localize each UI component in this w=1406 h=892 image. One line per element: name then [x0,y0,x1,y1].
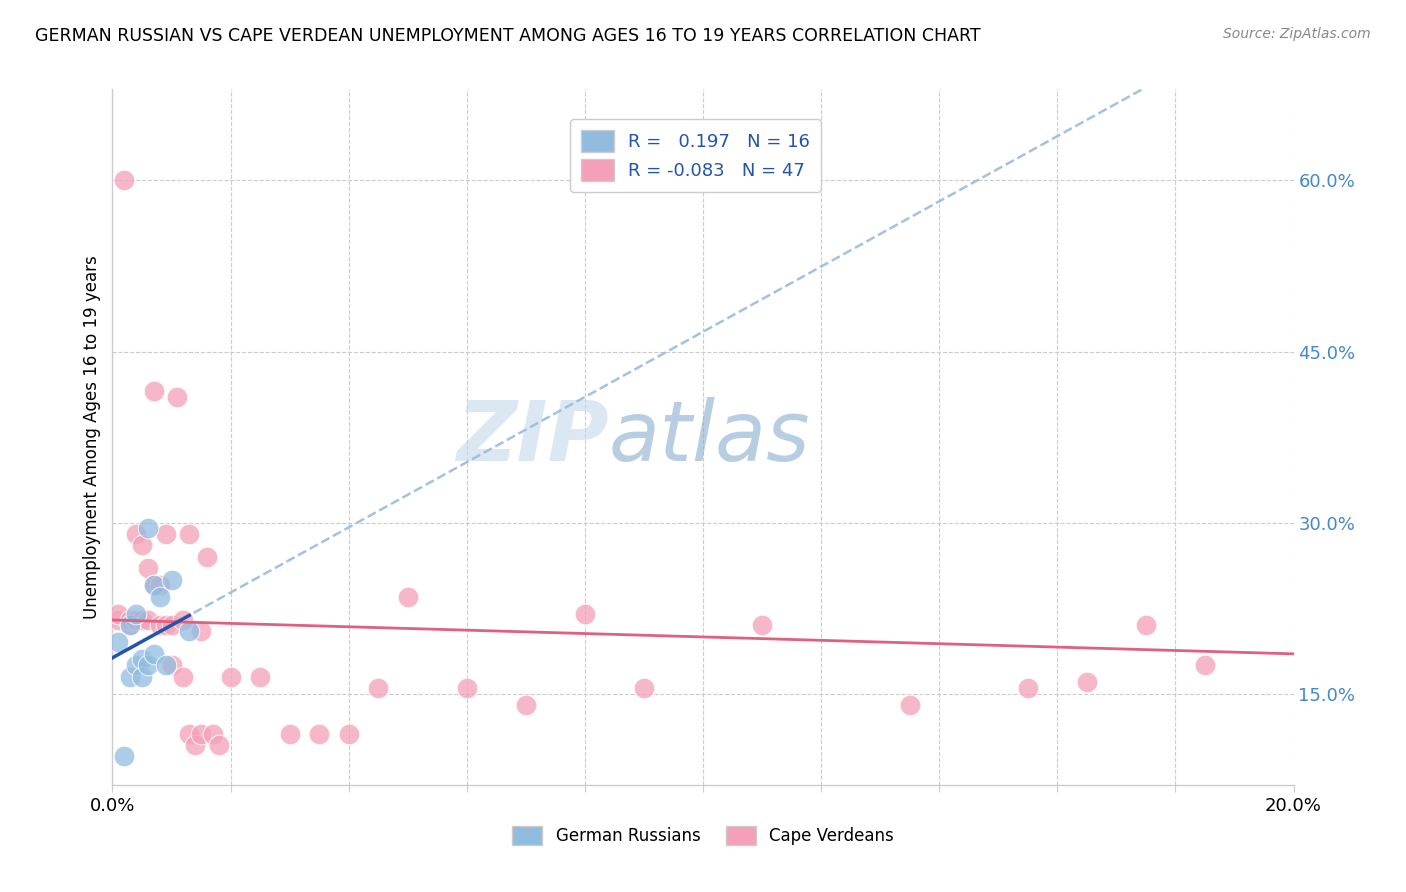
Point [155,658,177,673]
Point [142,384,165,399]
Point [136,521,159,535]
Point [172,613,194,627]
Point [367,681,389,695]
Point [155,618,177,632]
Point [278,726,301,740]
Point [208,738,231,752]
Point [149,618,172,632]
Point [136,658,159,673]
Point [160,658,183,673]
Point [112,749,135,764]
Point [120,618,142,632]
Point [120,618,142,632]
Point [1135,618,1157,632]
Point [131,670,153,684]
Point [456,681,478,695]
Point [131,538,153,552]
Point [166,390,188,404]
Point [112,173,135,187]
Point [190,624,212,638]
Point [107,607,129,621]
Point [515,698,537,712]
Point [249,670,271,684]
Point [184,738,207,752]
Point [142,647,165,661]
Point [179,726,201,740]
Point [131,652,153,666]
Point [396,590,419,604]
Text: ZIP: ZIP [456,397,609,477]
Point [195,549,218,564]
Point [190,726,212,740]
Point [1076,675,1098,690]
Legend: German Russians, Cape Verdeans: German Russians, Cape Verdeans [505,817,901,853]
Point [160,573,183,587]
Point [125,613,148,627]
Point [898,698,921,712]
Text: atlas: atlas [609,397,810,477]
Point [149,578,172,592]
Point [1194,658,1216,673]
Point [107,613,129,627]
Point [142,578,165,592]
Point [1017,681,1039,695]
Point [120,613,142,627]
Point [633,681,655,695]
Point [131,613,153,627]
Point [219,670,242,684]
Point [120,670,142,684]
Point [125,658,148,673]
Point [574,607,596,621]
Point [136,561,159,575]
Y-axis label: Unemployment Among Ages 16 to 19 years: Unemployment Among Ages 16 to 19 years [83,255,101,619]
Text: GERMAN RUSSIAN VS CAPE VERDEAN UNEMPLOYMENT AMONG AGES 16 TO 19 YEARS CORRELATIO: GERMAN RUSSIAN VS CAPE VERDEAN UNEMPLOYM… [35,27,981,45]
Point [160,618,183,632]
Text: Source: ZipAtlas.com: Source: ZipAtlas.com [1223,27,1371,41]
Point [149,590,172,604]
Point [125,527,148,541]
Point [201,726,224,740]
Point [179,527,201,541]
Point [308,726,330,740]
Point [125,607,148,621]
Point [337,726,360,740]
Point [136,613,159,627]
Point [172,670,194,684]
Point [179,624,201,638]
Point [142,578,165,592]
Point [751,618,773,632]
Point [107,635,129,649]
Point [155,527,177,541]
